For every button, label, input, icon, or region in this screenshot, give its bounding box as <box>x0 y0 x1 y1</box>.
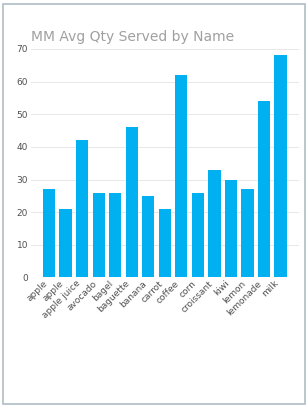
Bar <box>192 193 204 277</box>
Text: MM Avg Qty Served by Name: MM Avg Qty Served by Name <box>31 30 234 44</box>
Bar <box>225 180 237 277</box>
Bar <box>175 75 188 277</box>
Bar <box>76 140 88 277</box>
Bar <box>126 127 138 277</box>
Bar <box>258 101 270 277</box>
Bar <box>208 170 221 277</box>
Bar <box>241 189 253 277</box>
Bar <box>159 209 171 277</box>
Bar <box>92 193 105 277</box>
Bar <box>43 189 55 277</box>
Bar <box>274 55 286 277</box>
Bar <box>109 193 121 277</box>
Bar <box>142 196 154 277</box>
Bar <box>59 209 72 277</box>
